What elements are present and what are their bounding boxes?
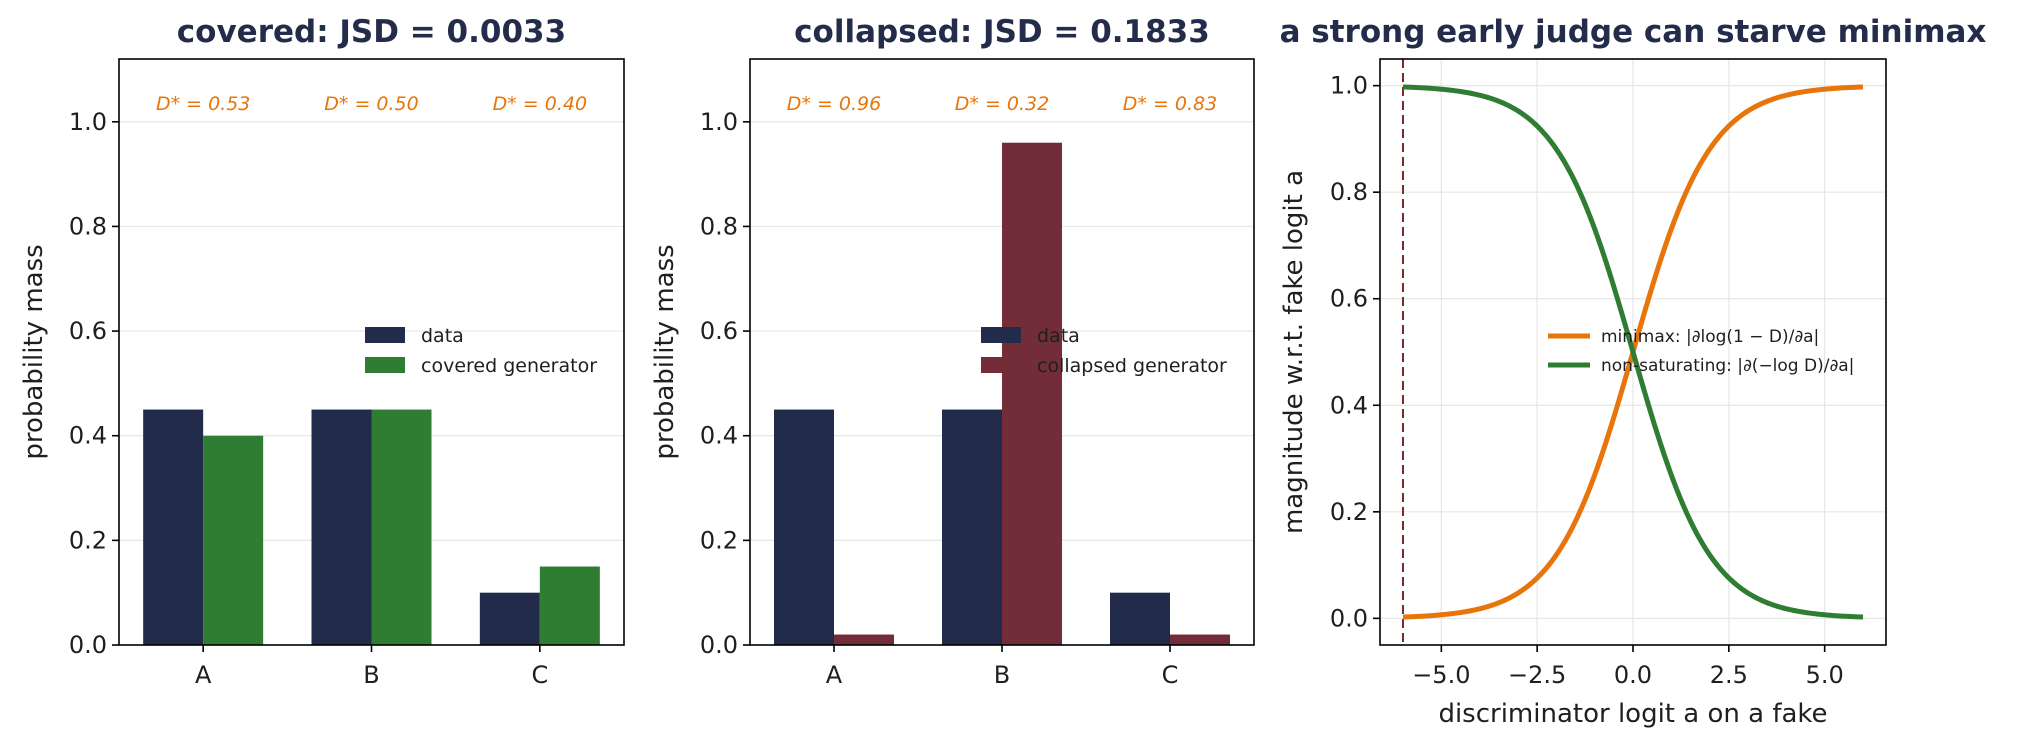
chart3-xtick-label: −5.0: [1412, 661, 1470, 689]
chart2-dstar-annotation: D* = 0.96: [787, 93, 881, 115]
chart2-ytick-label: 0.4: [700, 422, 738, 450]
chart2-axes-frame: [749, 58, 1255, 646]
chart2-legend-swatch: [981, 327, 1021, 343]
chart1-axes-frame: [118, 58, 625, 646]
chart3-ytick-label: 0.6: [1330, 285, 1368, 313]
chart1-panel: 0.0 0.2 0.4 0.6 0.8 1.0 A B C D* = 0.53 D* = 0.50 D…: [19, 14, 625, 689]
chart2-xtick-label: A: [826, 661, 843, 689]
chart1-title: covered: JSD = 0.0033: [177, 14, 566, 50]
chart3-ytick-label: 0.8: [1330, 178, 1368, 206]
chart2-ytick-label: 0.2: [700, 526, 738, 554]
chart2-legend-label: data: [1037, 325, 1080, 347]
chart3-legend-label: minimax: |∂log(1 − D)/∂a|: [1601, 327, 1819, 347]
chart1-dstar-annotation: D* = 0.40: [493, 93, 587, 115]
chart2-bar-data-B: [942, 409, 1002, 645]
chart2-bar-collapsed-generator-C: [1170, 634, 1230, 645]
chart1-ytick-label: 1.0: [69, 108, 107, 136]
chart3-series-line-1: [1402, 84, 1864, 620]
chart2-ytick-label: 0.0: [700, 631, 738, 659]
chart1-bar-data-A: [143, 409, 204, 645]
chart1-ytick-label: 0.0: [69, 631, 107, 659]
chart2-ytick-label: 1.0: [700, 108, 738, 136]
chart1-legend-label: covered generator: [421, 355, 597, 377]
chart3-xtick-label: 2.5: [1710, 661, 1748, 689]
chart2-dstar-annotation: D* = 0.83: [1123, 93, 1217, 115]
chart3-ytick-label: 1.0: [1330, 72, 1368, 100]
chart1-legend-swatch: [365, 357, 405, 373]
chart1-bar-data-B: [311, 409, 372, 645]
chart1-dstar-annotation: D* = 0.50: [324, 93, 418, 115]
chart3-ytick-label: 0.0: [1330, 604, 1368, 632]
chart1-legend-swatch: [365, 327, 405, 343]
chart3-xlabel: discriminator logit a on a fake: [1438, 699, 1827, 729]
chart1-bar-covered-generator-A: [203, 435, 264, 645]
chart2-legend-swatch: [981, 357, 1021, 373]
chart2-xtick-label: C: [1162, 661, 1179, 689]
chart1-ytick-label: 0.2: [69, 526, 107, 554]
chart3-xtick-label: 5.0: [1806, 661, 1844, 689]
chart2-ylabel: probability mass: [650, 244, 680, 459]
chart1-xtick-label: A: [195, 661, 212, 689]
chart3-legend-label: non-saturating: |∂(−log D)/∂a|: [1601, 356, 1854, 376]
chart2-bar-collapsed-generator-B: [1002, 142, 1062, 645]
chart3-xtick-label: 0.0: [1614, 661, 1652, 689]
chart3-ytick-label: 0.4: [1330, 391, 1368, 419]
chart1-bar-covered-generator-C: [539, 566, 600, 645]
chart2-panel: 0.0 0.2 0.4 0.6 0.8 1.0 A B C D* = 0.96 D* = 0.32 D…: [650, 14, 1255, 689]
chart2-ytick-label: 0.6: [700, 317, 738, 345]
chart3-ytick-label: 0.2: [1330, 498, 1368, 526]
chart2-bar-data-C: [1110, 592, 1170, 645]
chart2-bar-data-A: [774, 409, 834, 645]
chart1-ytick-label: 0.6: [69, 317, 107, 345]
chart1-legend-label: data: [421, 325, 464, 347]
chart2-bar-collapsed-generator-A: [834, 634, 894, 645]
chart1-ytick-label: 0.4: [69, 422, 107, 450]
chart1-xtick-label: B: [363, 661, 379, 689]
chart1-bar-data-C: [479, 592, 540, 645]
chart1-ytick-label: 0.8: [69, 212, 107, 240]
chart2-legend-label: collapsed generator: [1037, 355, 1227, 377]
chart2-title: collapsed: JSD = 0.1833: [794, 14, 1210, 50]
chart2-dstar-annotation: D* = 0.32: [955, 93, 1049, 115]
chart3-title: a strong early judge can starve minimax: [1280, 14, 1987, 50]
chart1-xtick-label: C: [531, 661, 548, 689]
chart3-panel: −5.0 −2.5 0.0 2.5 5.0 0.0 0.2 0.4 0.6 0.8 1.0 a str…: [1279, 14, 1986, 729]
chart2-xtick-label: B: [994, 661, 1010, 689]
chart1-dstar-annotation: D* = 0.53: [156, 93, 250, 115]
chart3-axes-frame: [1379, 58, 1887, 646]
chart3-ylabel: magnitude w.r.t. fake logit a: [1279, 170, 1309, 534]
chart3-xtick-label: −2.5: [1508, 661, 1566, 689]
chart2-ytick-label: 0.8: [700, 212, 738, 240]
chart1-ylabel: probability mass: [19, 244, 49, 459]
chart1-bar-covered-generator-B: [371, 409, 432, 645]
